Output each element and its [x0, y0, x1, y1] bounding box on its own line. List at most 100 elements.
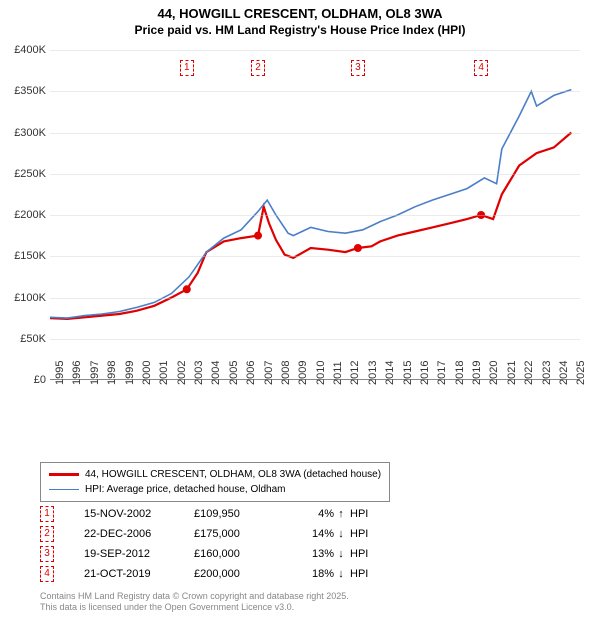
annotation-date: 22-DEC-2006 — [84, 528, 194, 540]
chart-marker-4: 4 — [474, 60, 488, 76]
x-tick-label: 2013 — [367, 361, 379, 385]
x-tick-label: 2012 — [349, 361, 361, 385]
footer-attribution: Contains HM Land Registry data © Crown c… — [40, 591, 349, 614]
x-tick-label: 2009 — [297, 361, 309, 385]
chart-marker-2: 2 — [251, 60, 265, 76]
y-gridline — [50, 91, 580, 92]
footer-line2: This data is licensed under the Open Gov… — [40, 602, 349, 614]
sale-point-3 — [354, 244, 362, 252]
sale-point-2 — [254, 232, 262, 240]
x-tick-label: 1997 — [89, 361, 101, 385]
annotation-row: 3 19-SEP-2012£160,00013%↓HPI — [40, 546, 368, 562]
annotation-price: £109,950 — [194, 508, 284, 520]
y-gridline — [50, 50, 580, 51]
annotation-row: 2 22-DEC-2006£175,00014%↓HPI — [40, 526, 368, 542]
annotation-price: £160,000 — [194, 548, 284, 560]
y-tick-label: £100K — [14, 292, 46, 304]
x-tick-label: 2020 — [488, 361, 500, 385]
annotation-marker: 4 — [40, 566, 54, 582]
y-gridline — [50, 133, 580, 134]
y-tick-label: £300K — [14, 127, 46, 139]
annotation-label: HPI — [350, 508, 368, 520]
y-tick-label: £0 — [34, 374, 46, 386]
annotations-table: 115-NOV-2002£109,9504%↑HPI222-DEC-2006£1… — [40, 506, 368, 586]
legend-label: 44, HOWGILL CRESCENT, OLDHAM, OL8 3WA (d… — [85, 467, 381, 482]
annotation-marker: 3 — [40, 546, 54, 562]
x-tick-label: 2022 — [523, 361, 535, 385]
x-tick-label: 2010 — [315, 361, 327, 385]
x-tick-label: 2008 — [280, 361, 292, 385]
series-hpi — [50, 90, 571, 319]
annotation-label: HPI — [350, 568, 368, 580]
series-property — [50, 133, 571, 319]
x-tick-label: 2021 — [506, 361, 518, 385]
y-gridline — [50, 174, 580, 175]
x-tick-label: 2018 — [454, 361, 466, 385]
legend: 44, HOWGILL CRESCENT, OLDHAM, OL8 3WA (d… — [40, 462, 390, 502]
annotation-pct: 4% — [284, 508, 334, 520]
annotation-pct: 13% — [284, 548, 334, 560]
annotation-row: 421-OCT-2019£200,00018%↓HPI — [40, 566, 368, 582]
annotation-pct: 14% — [284, 528, 334, 540]
x-tick-label: 1999 — [124, 361, 136, 385]
y-gridline — [50, 215, 580, 216]
sale-point-1 — [183, 285, 191, 293]
annotation-row: 1 15-NOV-2002£109,9504%↑HPI — [40, 506, 368, 522]
x-tick-label: 2004 — [210, 361, 222, 385]
x-tick-label: 2006 — [245, 361, 257, 385]
legend-swatch — [49, 473, 79, 476]
annotation-date: 19-SEP-2012 — [84, 548, 194, 560]
annotation-pct: 18% — [284, 568, 334, 580]
plot-region: £0£50K£100K£150K£200K£250K£300K£350K£400… — [50, 50, 580, 380]
legend-item: 44, HOWGILL CRESCENT, OLDHAM, OL8 3WA (d… — [49, 467, 381, 482]
x-tick-label: 1998 — [106, 361, 118, 385]
annotation-arrow-icon: ↓ — [334, 568, 348, 580]
y-tick-label: £50K — [20, 333, 46, 345]
x-tick-label: 2019 — [471, 361, 483, 385]
x-tick-label: 2016 — [419, 361, 431, 385]
annotation-label: HPI — [350, 528, 368, 540]
x-tick-label: 2023 — [541, 361, 553, 385]
x-tick-label: 2024 — [558, 361, 570, 385]
y-tick-label: £150K — [14, 250, 46, 262]
y-gridline — [50, 298, 580, 299]
legend-swatch — [49, 489, 79, 491]
x-tick-label: 2005 — [228, 361, 240, 385]
x-tick-label: 2017 — [436, 361, 448, 385]
chart-title-line2: Price paid vs. HM Land Registry's House … — [0, 23, 600, 39]
chart-marker-3: 3 — [351, 60, 365, 76]
annotation-arrow-icon: ↓ — [334, 528, 348, 540]
annotation-price: £175,000 — [194, 528, 284, 540]
chart-area: £0£50K£100K£150K£200K£250K£300K£350K£400… — [50, 50, 580, 420]
chart-container: 44, HOWGILL CRESCENT, OLDHAM, OL8 3WA Pr… — [0, 0, 600, 620]
x-tick-label: 2015 — [402, 361, 414, 385]
y-gridline — [50, 339, 580, 340]
legend-item: HPI: Average price, detached house, Oldh… — [49, 482, 381, 497]
annotation-marker: 2 — [40, 526, 54, 542]
chart-title-line1: 44, HOWGILL CRESCENT, OLDHAM, OL8 3WA — [0, 0, 600, 23]
x-tick-label: 2002 — [176, 361, 188, 385]
legend-label: HPI: Average price, detached house, Oldh… — [85, 482, 286, 497]
x-tick-label: 2001 — [158, 361, 170, 385]
y-tick-label: £250K — [14, 168, 46, 180]
annotation-date: 15-NOV-2002 — [84, 508, 194, 520]
annotation-label: HPI — [350, 548, 368, 560]
footer-line1: Contains HM Land Registry data © Crown c… — [40, 591, 349, 603]
x-tick-label: 2014 — [384, 361, 396, 385]
x-tick-label: 2011 — [332, 361, 344, 385]
y-tick-label: £200K — [14, 209, 46, 221]
x-tick-label: 2003 — [193, 361, 205, 385]
annotation-price: £200,000 — [194, 568, 284, 580]
x-tick-label: 1996 — [71, 361, 83, 385]
y-gridline — [50, 256, 580, 257]
annotation-marker: 1 — [40, 506, 54, 522]
x-tick-label: 1995 — [54, 361, 66, 385]
annotation-arrow-icon: ↑ — [334, 508, 348, 520]
y-tick-label: £400K — [14, 44, 46, 56]
y-tick-label: £350K — [14, 85, 46, 97]
x-tick-label: 2007 — [263, 361, 275, 385]
chart-marker-1: 1 — [180, 60, 194, 76]
x-tick-label: 2025 — [575, 361, 587, 385]
annotation-arrow-icon: ↓ — [334, 548, 348, 560]
x-tick-label: 2000 — [141, 361, 153, 385]
